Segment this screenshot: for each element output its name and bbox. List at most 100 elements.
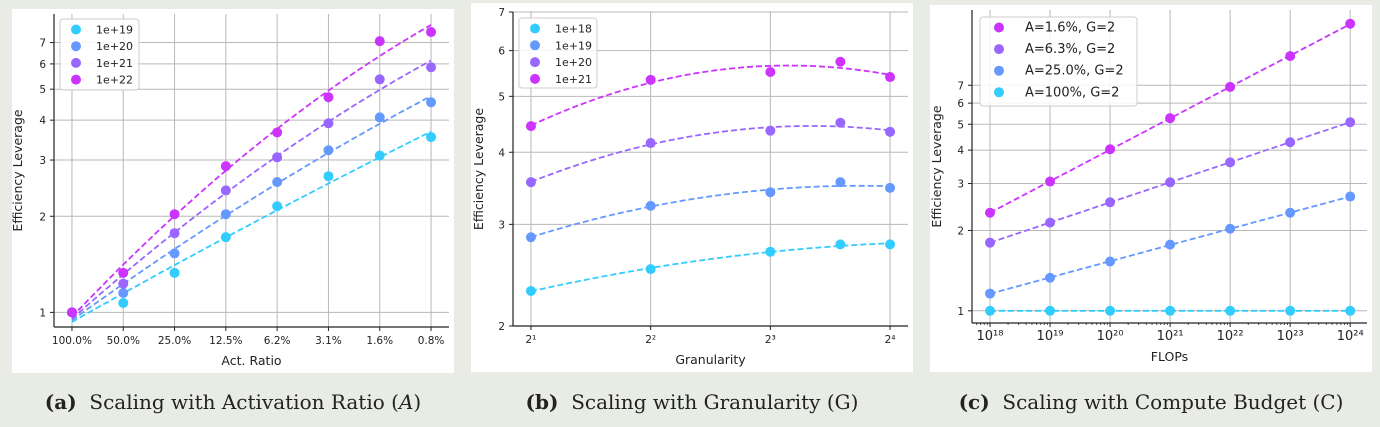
data-point [1285,305,1296,316]
data-point [272,152,283,163]
data-point [1345,305,1356,316]
data-point [118,278,129,289]
y-tick-label: 3 [39,155,46,167]
data-point [1045,272,1056,283]
x-tick-label: 10¹⁸ [977,329,1004,344]
x-tick-label: 2¹ [526,334,537,346]
fit-line [71,24,432,318]
y-axis-label: Efficiency Leverage [929,105,944,227]
data-point [835,177,846,188]
legend-entry: 1e+19 [555,39,592,52]
series-1e-19 [525,177,896,243]
data-point [1345,191,1356,202]
x-axis-label: FLOPs [1151,349,1188,364]
data-point [118,298,129,309]
x-tick-label: 2³ [765,334,776,346]
series-1e-20 [525,117,896,188]
caption-a-var: A [398,390,414,414]
x-tick-label: 10²⁴ [1337,329,1364,344]
data-point [1045,305,1056,316]
data-point [220,161,231,172]
y-tick-label: 6 [39,59,46,71]
fit-line [530,242,891,293]
fit-line [71,95,432,322]
data-point [885,239,896,250]
data-point [1165,113,1176,124]
y-tick-label: 2 [39,211,46,223]
caption-b: (b) Scaling with Granularity (G) [471,390,913,414]
data-point [885,126,896,137]
data-point [426,97,437,108]
data-point [985,237,996,248]
data-point [645,200,656,211]
data-point [985,305,996,316]
x-tick-label: 6.2% [264,335,291,347]
fit-line [71,59,432,320]
x-tick-label: 1.6% [366,335,393,347]
legend-entry: 1e+18 [555,23,592,36]
legend: 1e+19 1e+20 1e+21 1e+22 [59,18,140,91]
data-point [645,138,656,149]
data-point [426,132,437,143]
data-point [374,150,385,161]
chart-panel-c: 10¹⁸ 10¹⁹ 10²⁰ 10²¹ 10²² 10²³ 10²⁴ 1 2 3 4 5 6 7 FLOPs… [929,5,1372,372]
y-tick-label: 7 [498,7,505,19]
data-point [985,207,996,218]
y-tick-label: 2 [957,225,964,237]
data-point [525,285,536,296]
chart-panel-b: 2¹ 2² 2³ 2⁴ 2 3 4 5 6 7 Granularity Efficiency Leve… [471,3,913,372]
y-tick-label: 2 [498,321,505,333]
x-tick-label: 25.0% [158,335,191,347]
legend: A=1.6%, G=2 A=6.3%, G=2 A=25.0%, G=2 A=100%… [979,16,1138,107]
series-a-6-3-g-2 [985,117,1356,248]
legend-entry: 1e+20 [555,56,592,69]
series-1e-19 [66,130,437,323]
data-point [1165,177,1176,188]
legend-entry: 1e+20 [96,40,133,53]
fit-line [530,125,891,183]
data-point [169,267,180,278]
data-point [1225,223,1236,234]
x-tick-label: 3.1% [315,335,342,347]
data-point [66,307,77,318]
series-a-100-g-2 [985,305,1356,316]
x-tick-label: 50.0% [107,335,140,347]
x-tick-label: 2² [645,334,656,346]
data-point [1345,18,1356,29]
data-point [272,201,283,212]
data-point [426,62,437,73]
legend-entry: A=6.3%, G=2 [1025,42,1115,57]
legend-marker [71,41,81,52]
y-tick-label: 6 [957,98,964,110]
legend-marker [530,23,540,34]
y-tick-label: 3 [498,219,505,231]
data-point [765,187,776,198]
data-point [323,171,334,182]
y-axis-label: Efficiency Leverage [471,108,486,230]
data-point [1225,305,1236,316]
data-point [1045,176,1056,187]
legend-marker [71,57,81,68]
y-tick-label: 5 [498,91,505,103]
data-point [835,117,846,128]
data-point [645,264,656,275]
fit-line [530,184,891,239]
caption-c: (c) Scaling with Compute Budget (C) [930,390,1372,414]
series-1e-18 [525,239,896,296]
data-point [1345,117,1356,128]
y-tick-label: 7 [957,80,964,92]
legend-marker [994,65,1004,76]
series-1e-22 [66,24,437,318]
data-point [1165,239,1176,250]
data-point [1105,144,1116,155]
y-tick-label: 1 [39,307,46,319]
legend-marker [530,73,540,84]
legend-entry: 1e+19 [96,24,133,37]
legend-marker [71,74,81,85]
legend-entry: A=1.6%, G=2 [1025,21,1115,36]
data-point [220,209,231,220]
x-tick-label: 10¹⁹ [1037,329,1064,344]
caption-a-label: (a) [44,390,77,414]
data-point [323,118,334,129]
